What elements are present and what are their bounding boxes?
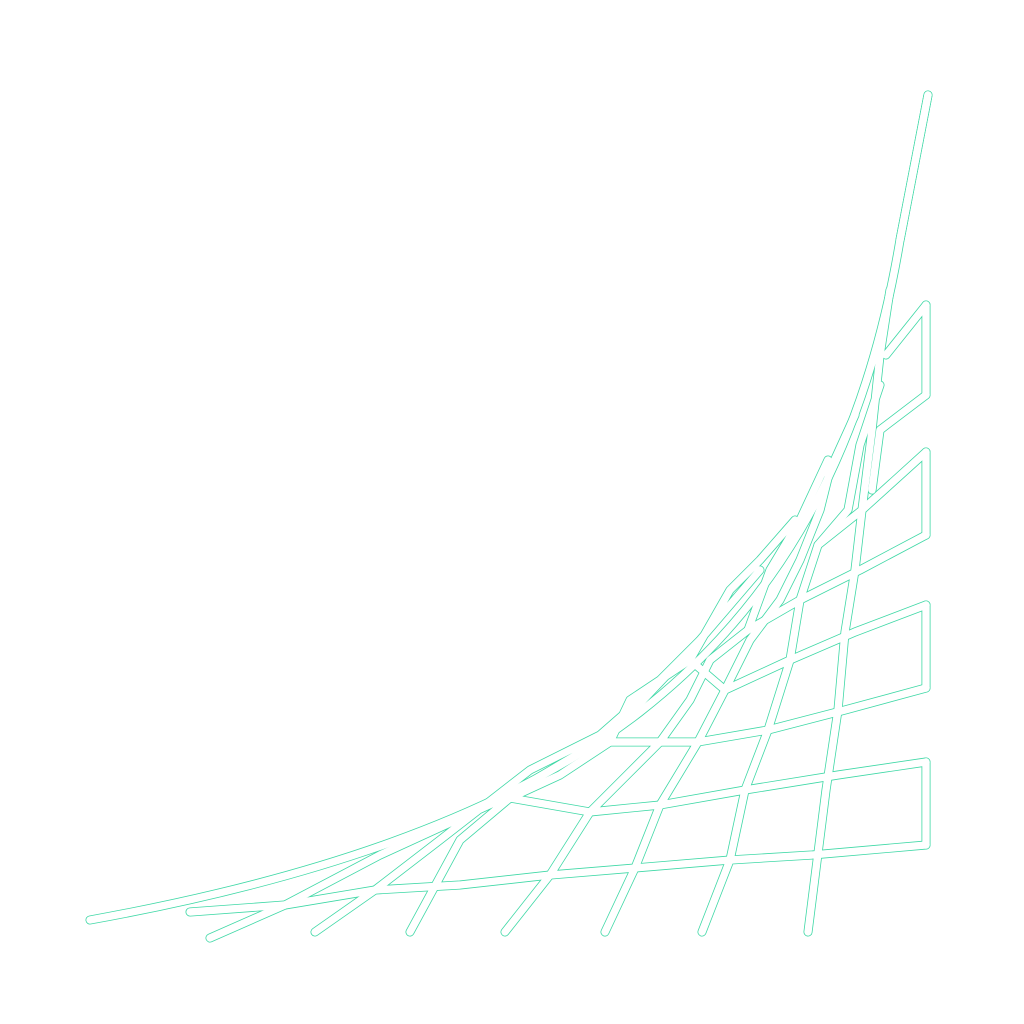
top-tail-segment-fill: [896, 91, 932, 244]
grid-row-1-fill: [868, 301, 930, 494]
grid-lines-diagonal: [205, 285, 895, 943]
inner-fill-layer: [86, 91, 932, 942]
grid-lines-diagonal-fill: [206, 286, 894, 942]
